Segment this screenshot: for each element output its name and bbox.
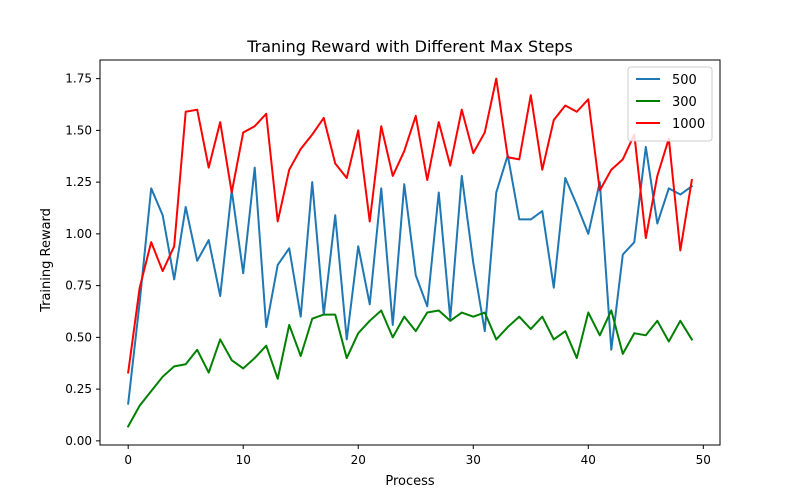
series-line-300 (126, 309, 694, 428)
legend: 500 300 1000 (627, 66, 713, 142)
x-axis-label: Process (385, 474, 435, 489)
y-tick-label: 1.25 (65, 175, 92, 189)
x-tick-label: 30 (466, 453, 481, 467)
series-line-1000 (127, 77, 693, 374)
y-tick-label: 1.00 (65, 227, 92, 241)
chart-title: Traning Reward with Different Max Steps (246, 37, 573, 56)
y-tick-label: 0.00 (65, 434, 92, 448)
legend-label-1000: 1000 (672, 117, 705, 132)
x-tick-label: 50 (696, 453, 711, 467)
y-tick-label: 0.50 (65, 330, 92, 344)
y-tick-label: 1.75 (65, 72, 92, 86)
x-tick-label: 0 (124, 453, 132, 467)
plot-frame (99, 59, 721, 446)
series-line-500 (127, 145, 694, 405)
plot-layer (126, 77, 694, 428)
legend-label-500: 500 (672, 73, 697, 88)
y-tick-label: 0.75 (65, 279, 92, 293)
y-tick-label: 0.25 (65, 382, 92, 396)
x-tick-label: 10 (236, 453, 251, 467)
x-tick-label: 40 (581, 453, 596, 467)
y-axis-label: Training Reward (39, 208, 54, 313)
x-tick-label: 20 (351, 453, 366, 467)
legend-label-300: 300 (672, 95, 697, 110)
y-tick-label: 1.50 (65, 123, 92, 137)
axes-layer: 0 10 20 30 40 50 0.00 0.25 0.50 0.75 1.00 1.25 1.50 1… (65, 59, 721, 467)
